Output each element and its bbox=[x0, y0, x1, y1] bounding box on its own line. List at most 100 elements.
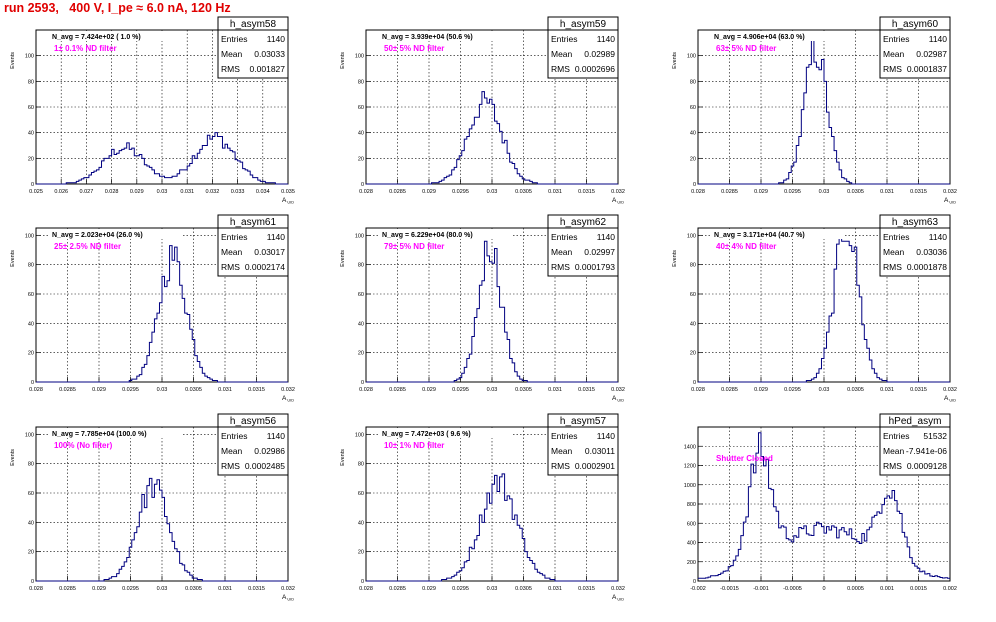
stats-title: h_asym57 bbox=[560, 416, 607, 427]
stats-title: h_asym59 bbox=[560, 19, 607, 30]
x-tick-label: 0.0305 bbox=[515, 387, 532, 393]
stats-rms-label: RMS bbox=[883, 64, 902, 74]
histogram-line bbox=[366, 240, 618, 383]
x-tick-label: 0.028 bbox=[359, 387, 373, 393]
stats-rms-value: 0.0001837 bbox=[907, 64, 947, 74]
y-tick-label: 60 bbox=[358, 105, 364, 111]
navg-label: N_avg = 3.171e+04 (40.7 %) bbox=[714, 232, 805, 239]
stats-body bbox=[547, 29, 619, 79]
filter-annotation: 10± 1% ND filter bbox=[384, 441, 444, 450]
x-axis-title-subscript: UID bbox=[948, 201, 956, 205]
filter-annotation: 25± 2.5% ND filter bbox=[54, 242, 121, 251]
stats-rms-value: 0.0002696 bbox=[575, 64, 615, 74]
stats-mean-value: -7.941e-06 bbox=[906, 446, 947, 456]
stats-entries-label: Entries bbox=[551, 232, 577, 242]
stats-body bbox=[879, 426, 951, 476]
x-tick-label: 0.03 bbox=[157, 189, 168, 195]
x-tick-label: 0.031 bbox=[180, 189, 194, 195]
y-tick-label: 100 bbox=[355, 54, 364, 60]
x-axis-title: A UID bbox=[612, 197, 624, 205]
x-tick-label: 0.0285 bbox=[59, 387, 76, 393]
stats-body bbox=[547, 227, 619, 277]
stats-entries-label: Entries bbox=[221, 232, 247, 242]
y-tick-label: 40 bbox=[690, 321, 696, 327]
navg-label: N_avg = 2.023e+04 (26.0 %) bbox=[52, 232, 143, 239]
x-tick-label: 0.0315 bbox=[578, 387, 595, 393]
y-tick-label: 60 bbox=[28, 292, 34, 298]
x-axis-title-subscript: UID bbox=[286, 399, 294, 403]
x-tick-label: 0.0015 bbox=[910, 586, 927, 592]
panel-h_asym56: 0.028 0.0285 0.029 0.0295 0.03 0.0305 0.031 0.0… bbox=[10, 413, 295, 602]
x-axis-title: A UID bbox=[282, 395, 294, 403]
stats-body bbox=[217, 426, 289, 476]
x-tick-label: 0.032 bbox=[943, 189, 957, 195]
y-tick-label: 80 bbox=[28, 79, 34, 85]
x-tick-label: 0.032 bbox=[281, 586, 295, 592]
stats-title: h_asym61 bbox=[230, 217, 277, 228]
histogram-line bbox=[36, 132, 288, 185]
stats-entries-value: 1140 bbox=[929, 34, 948, 44]
y-tick-label: 100 bbox=[25, 432, 34, 438]
stats-box: h_asym63 Entries 1140 Mean 0.03036 RMS 0.00018… bbox=[879, 214, 951, 277]
y-tick-label: 0 bbox=[361, 380, 364, 386]
x-tick-label: 0.0295 bbox=[784, 387, 801, 393]
x-tick-label: 0.032 bbox=[611, 189, 625, 195]
y-tick-label: 0 bbox=[693, 579, 696, 585]
x-tick-label: 0.0315 bbox=[248, 586, 265, 592]
x-tick-label: 0.0295 bbox=[122, 586, 139, 592]
x-axis-title-subscript: UID bbox=[286, 598, 294, 602]
navg-label: N_avg = 7.424e+02 ( 1.0 %) bbox=[52, 34, 141, 41]
x-tick-label: 0.029 bbox=[422, 586, 436, 592]
stats-mean-value: 0.02987 bbox=[916, 49, 947, 59]
stats-title: h_asym58 bbox=[230, 19, 277, 30]
y-tick-label: 400 bbox=[687, 541, 696, 547]
y-tick-label: 60 bbox=[28, 105, 34, 111]
navg-background bbox=[710, 31, 844, 41]
x-tick-label: 0.0315 bbox=[910, 387, 927, 393]
x-tick-label: 0.0305 bbox=[847, 189, 864, 195]
x-tick-label: 0.0285 bbox=[389, 586, 406, 592]
y-tick-label: 40 bbox=[28, 131, 34, 137]
x-tick-label: 0.0315 bbox=[578, 586, 595, 592]
y-tick-label: 600 bbox=[687, 521, 696, 527]
navg-label: N_avg = 3.939e+04 (50.6 %) bbox=[382, 34, 473, 41]
stats-entries-label: Entries bbox=[551, 34, 577, 44]
stats-box: hPed_asym Entries 51532 Mean -7.941e-06 RMS 0.… bbox=[879, 413, 951, 476]
y-tick-label: 100 bbox=[355, 432, 364, 438]
stats-entries-value: 1140 bbox=[267, 431, 286, 441]
x-axis-title: A UID bbox=[944, 197, 956, 205]
x-tick-label: 0.0315 bbox=[248, 387, 265, 393]
stats-box: h_asym59 Entries 1140 Mean 0.02989 RMS 0.00026… bbox=[547, 16, 619, 79]
y-axis-title: Events bbox=[672, 250, 678, 267]
x-tick-label: 0.031 bbox=[880, 387, 894, 393]
y-tick-label: 20 bbox=[358, 351, 364, 357]
stats-entries-value: 1140 bbox=[597, 232, 616, 242]
y-tick-label: 0 bbox=[31, 579, 34, 585]
stats-entries-value: 1140 bbox=[929, 232, 948, 242]
x-tick-label: 0.03 bbox=[487, 387, 498, 393]
navg-background bbox=[378, 31, 512, 41]
stats-body bbox=[879, 29, 951, 79]
y-tick-label: 100 bbox=[355, 233, 364, 239]
stats-rms-value: 0.0002485 bbox=[245, 461, 285, 471]
navg-background bbox=[710, 229, 844, 239]
x-tick-label: 0.032 bbox=[611, 387, 625, 393]
x-tick-label: 0.032 bbox=[281, 387, 295, 393]
stats-entries-label: Entries bbox=[221, 34, 247, 44]
histogram-line bbox=[36, 245, 288, 383]
stats-rms-value: 0.0002174 bbox=[245, 262, 285, 272]
y-tick-label: 20 bbox=[28, 351, 34, 357]
y-axis-title: Events bbox=[340, 449, 346, 466]
x-axis-title-subscript: UID bbox=[616, 201, 624, 205]
stats-entries-value: 1140 bbox=[267, 232, 286, 242]
stats-rms-label: RMS bbox=[883, 262, 902, 272]
x-tick-label: 0.032 bbox=[611, 586, 625, 592]
stats-entries-label: Entries bbox=[883, 232, 909, 242]
x-tick-label: 0.03 bbox=[819, 387, 830, 393]
stats-mean-value: 0.03017 bbox=[254, 247, 285, 257]
filter-annotation: 1± 0.1% ND filter bbox=[54, 44, 117, 53]
stats-mean-label: Mean bbox=[551, 446, 573, 456]
stats-box: h_asym62 Entries 1140 Mean 0.02997 RMS 0.00017… bbox=[547, 214, 619, 277]
stats-entries-value: 1140 bbox=[597, 34, 616, 44]
